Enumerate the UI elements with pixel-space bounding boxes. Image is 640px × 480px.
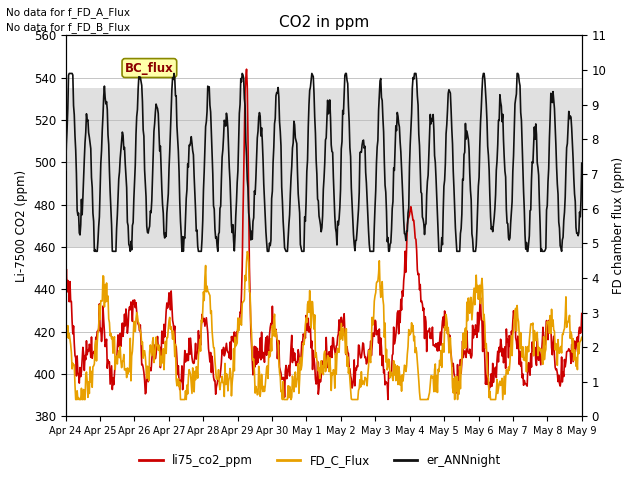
Bar bbox=[66, 88, 582, 247]
Legend: li75_co2_ppm, FD_C_Flux, er_ANNnight: li75_co2_ppm, FD_C_Flux, er_ANNnight bbox=[134, 449, 506, 472]
Y-axis label: FD chamber flux (ppm): FD chamber flux (ppm) bbox=[612, 157, 625, 294]
Text: No data for f_FD_A_Flux: No data for f_FD_A_Flux bbox=[6, 7, 131, 18]
Y-axis label: Li-7500 CO2 (ppm): Li-7500 CO2 (ppm) bbox=[15, 170, 28, 282]
Title: CO2 in ppm: CO2 in ppm bbox=[278, 15, 369, 30]
Text: No data for f_FD_B_Flux: No data for f_FD_B_Flux bbox=[6, 22, 131, 33]
Text: BC_flux: BC_flux bbox=[125, 61, 173, 74]
